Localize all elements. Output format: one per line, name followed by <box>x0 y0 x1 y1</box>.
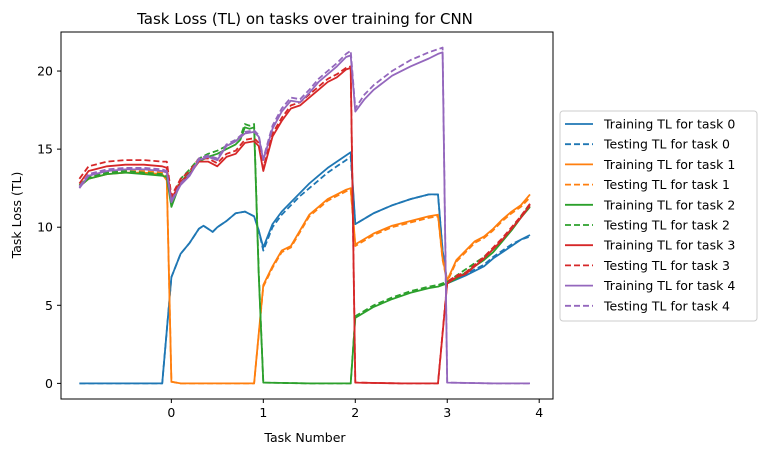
legend-label-0: Training TL for task 0 <box>603 117 735 132</box>
x-axis-label: Task Number <box>263 430 346 445</box>
series-line-3 <box>78 170 531 385</box>
legend-frame <box>559 110 758 322</box>
x-tick-label: 0 <box>167 405 175 420</box>
legend-label-4: Training TL for task 2 <box>603 197 735 212</box>
legend-label-1: Testing TL for task 0 <box>603 137 730 152</box>
legend-label-7: Testing TL for task 3 <box>603 258 730 273</box>
y-axis-label: Task Loss (TL) <box>9 172 24 260</box>
x-tick-label: 3 <box>443 405 451 420</box>
y-tick-label: 5 <box>45 298 53 313</box>
legend-label-3: Testing TL for task 1 <box>603 177 730 192</box>
series-line-1 <box>79 155 531 385</box>
x-axis-ticks: 0 1 2 3 4 <box>167 399 543 420</box>
series-line-7 <box>78 65 531 385</box>
legend-label-8: Training TL for task 4 <box>603 278 735 293</box>
plot-frame <box>60 31 554 400</box>
y-tick-label: 15 <box>37 142 53 157</box>
series-line-2 <box>78 171 531 385</box>
x-tick-label: 2 <box>351 405 359 420</box>
x-tick-label: 4 <box>535 405 543 420</box>
legend-label-6: Training TL for task 3 <box>603 238 735 253</box>
x-tick-label: 1 <box>259 405 267 420</box>
y-tick-label: 10 <box>37 220 53 235</box>
series-line-0 <box>79 151 531 385</box>
y-tick-label: 0 <box>45 376 53 391</box>
y-tick-label: 20 <box>37 64 53 79</box>
legend-label-9: Testing TL for task 4 <box>603 298 730 313</box>
legend: Training TL for task 0 Testing TL for tas… <box>559 110 758 322</box>
legend-label-2: Training TL for task 1 <box>603 157 735 172</box>
series-line-9 <box>78 46 530 385</box>
y-axis-ticks: 0 5 10 15 20 <box>37 64 61 391</box>
plot-lines <box>78 46 531 385</box>
chart-title: Task Loss (TL) on tasks over training fo… <box>136 10 473 28</box>
legend-label-5: Testing TL for task 2 <box>603 218 730 233</box>
